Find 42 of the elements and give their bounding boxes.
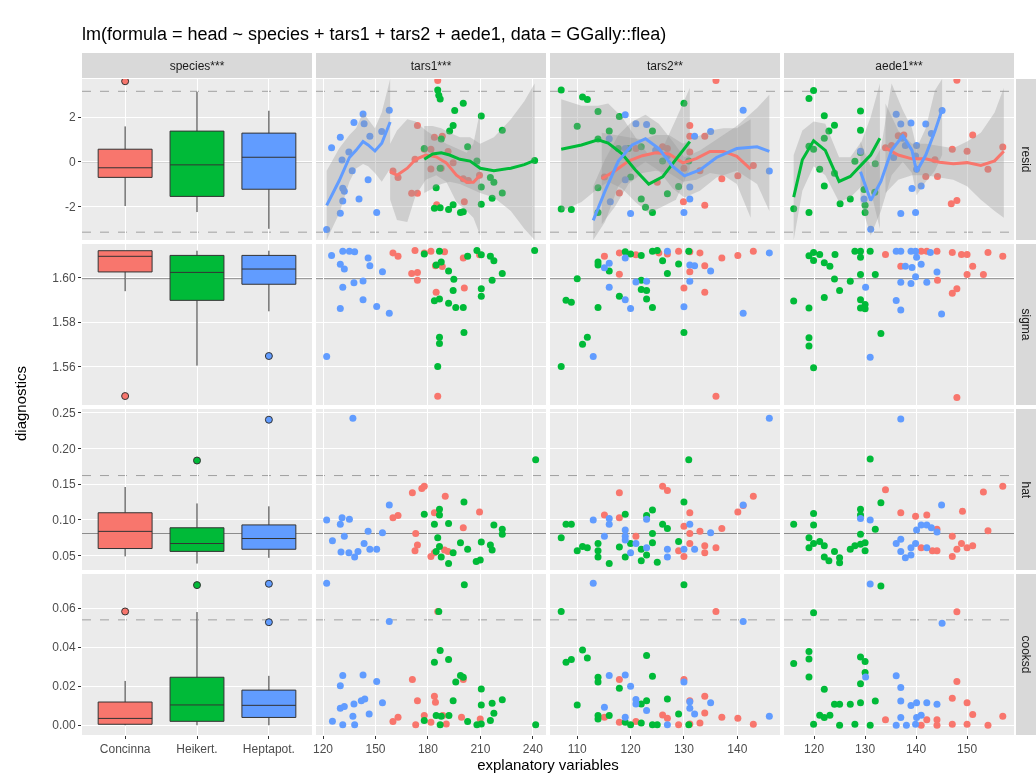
x-tick-label: Concinna xyxy=(99,742,151,757)
text: lm(formula = head ~ species + tars1 + tars2 + aede1, data = GGally::flea) xyxy=(82,24,667,45)
y-tick-label: 0.06 xyxy=(52,601,76,616)
x-tick-label: 240 xyxy=(522,742,544,757)
x-tick-label: 140 xyxy=(727,742,748,757)
x-tick-label: 130 xyxy=(855,742,876,757)
y-tick-label: 0.04 xyxy=(52,640,76,655)
x-tick-label: 120 xyxy=(804,742,825,757)
y-tick-label: 2 xyxy=(68,110,76,125)
text: explanatory variables xyxy=(476,756,620,773)
y-tick-label: 1.56 xyxy=(52,360,76,375)
x-tick-label: 150 xyxy=(365,742,386,757)
y-tick-label: 0.10 xyxy=(52,513,76,528)
y2-axis-title: hat xyxy=(1018,481,1033,499)
x-tick-label: 210 xyxy=(470,742,491,757)
chart-title: tars1*** xyxy=(410,59,452,74)
y-tick-label: 0.00 xyxy=(52,718,76,733)
y-tick-label: 1.60 xyxy=(52,270,76,285)
x-tick-label: 140 xyxy=(906,742,927,757)
y-tick-label: 0.20 xyxy=(52,441,76,456)
y-tick-label: 0 xyxy=(68,154,76,169)
chart-title: tars2** xyxy=(646,59,684,74)
text: diagnostics xyxy=(11,365,29,444)
y2-axis-title: cooksd xyxy=(1018,635,1033,674)
y-tick-label: 1.58 xyxy=(52,315,76,330)
x-tick-label: Heptapot. xyxy=(242,742,295,757)
x-tick-label: 120 xyxy=(312,742,334,757)
x-tick-label: 150 xyxy=(957,742,978,757)
x-tick-label: 180 xyxy=(417,742,439,757)
chart-title: aede1*** xyxy=(875,59,924,74)
x-tick-label: 120 xyxy=(620,742,641,757)
x-tick-label: Heikert. xyxy=(176,742,218,757)
y-tick-label: -2 xyxy=(64,199,76,214)
y-tick-label: 0.15 xyxy=(52,477,76,492)
y2-axis-title: sigma xyxy=(1018,308,1033,341)
y-tick-label: 0.05 xyxy=(52,548,76,563)
y2-axis-title: resid xyxy=(1018,146,1033,173)
x-tick-label: 130 xyxy=(673,742,695,757)
x-tick-label: 110 xyxy=(567,742,588,757)
chart-title: species*** xyxy=(169,59,225,74)
y-tick-label: 0.25 xyxy=(52,405,76,420)
y-tick-label: 0.02 xyxy=(52,679,76,694)
